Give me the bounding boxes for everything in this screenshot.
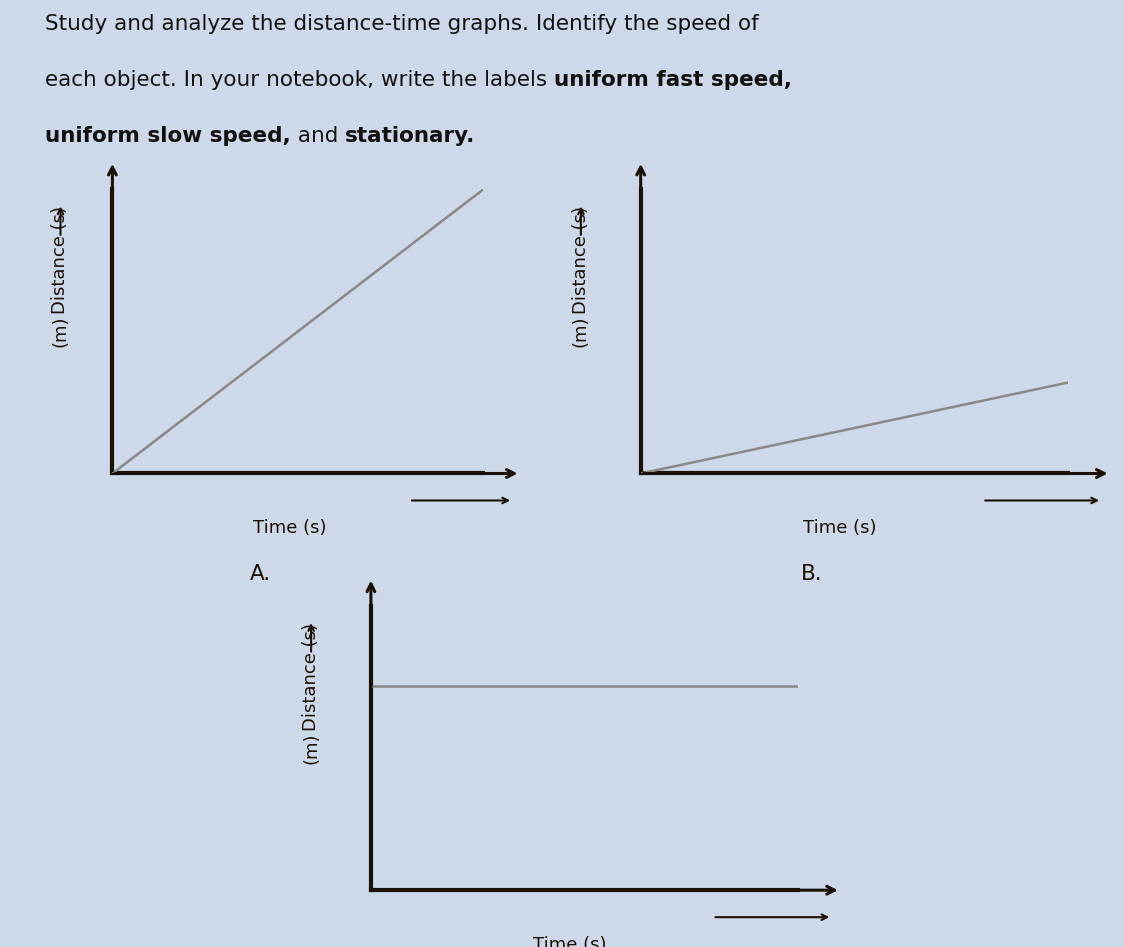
- Text: (m): (m): [52, 315, 70, 348]
- Text: stationary.: stationary.: [345, 126, 475, 146]
- Text: Distance (s): Distance (s): [52, 206, 70, 314]
- Text: Time (s): Time (s): [803, 519, 877, 537]
- Text: (m): (m): [302, 732, 320, 764]
- Text: Distance (s): Distance (s): [572, 206, 590, 314]
- Text: (m): (m): [572, 315, 590, 348]
- Text: Time (s): Time (s): [253, 519, 327, 537]
- Text: A.: A.: [251, 564, 271, 584]
- Text: uniform slow speed,: uniform slow speed,: [45, 126, 291, 146]
- Text: Time (s): Time (s): [533, 936, 607, 947]
- Text: each object. In your notebook, write the labels: each object. In your notebook, write the…: [45, 70, 554, 90]
- Text: uniform fast speed,: uniform fast speed,: [554, 70, 792, 90]
- Text: B.: B.: [800, 564, 823, 584]
- Text: Study and analyze the distance-time graphs. Identify the speed of: Study and analyze the distance-time grap…: [45, 14, 759, 34]
- Text: Distance (s): Distance (s): [302, 623, 320, 731]
- Text: and: and: [291, 126, 345, 146]
